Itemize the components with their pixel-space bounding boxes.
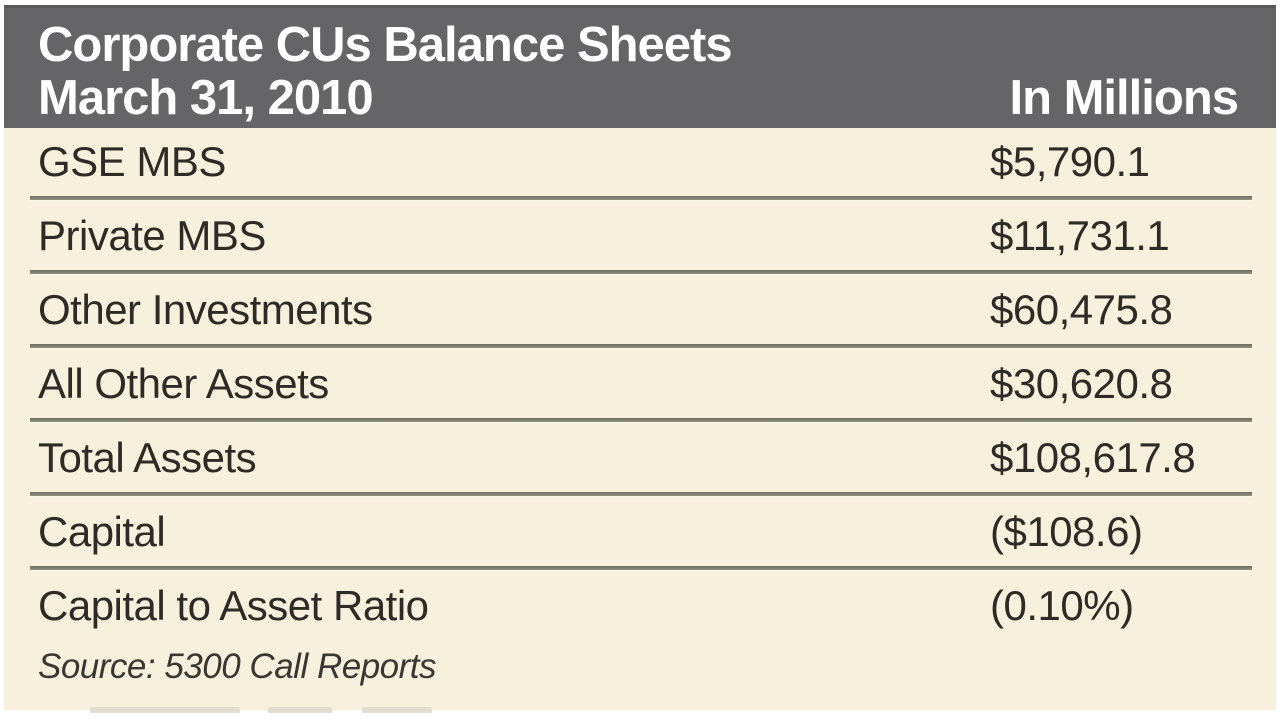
row-value: $30,620.8 (990, 360, 1173, 407)
table-body: GSE MBS $5,790.1 Private MBS $11,731.1 O… (4, 128, 1276, 710)
source-note: Source: 5300 Call Reports (38, 647, 437, 686)
row-divider (30, 196, 1252, 202)
row-divider (30, 566, 1252, 572)
row-divider (30, 492, 1252, 498)
cropped-artifact (90, 707, 240, 713)
row-value: $11,731.1 (990, 212, 1170, 259)
row-label: Capital to Asset Ratio (38, 582, 429, 629)
row-value: $5,790.1 (990, 138, 1150, 185)
table-header: Corporate CUs Balance Sheets March 31, 2… (4, 5, 1276, 128)
table-row: Capital to Asset Ratio (0.10%) (4, 572, 1276, 640)
table-row: Other Investments $60,475.8 (4, 276, 1276, 344)
row-divider (30, 418, 1252, 424)
table-row: All Other Assets $30,620.8 (4, 350, 1276, 418)
row-label: All Other Assets (38, 360, 329, 407)
row-divider (30, 344, 1252, 350)
row-value: (0.10%) (990, 582, 1134, 629)
row-label: GSE MBS (38, 138, 226, 185)
row-divider (30, 270, 1252, 276)
row-label: Total Assets (38, 434, 257, 481)
table-row: Total Assets $108,617.8 (4, 424, 1276, 492)
table-subtitle-row: March 31, 2010 In Millions (38, 71, 1239, 125)
table-panel: Corporate CUs Balance Sheets March 31, 2… (4, 5, 1276, 710)
row-label: Capital (38, 508, 166, 555)
cropped-artifact (362, 707, 432, 713)
row-value: $60,475.8 (990, 286, 1173, 333)
table-row: Private MBS $11,731.1 (4, 202, 1276, 270)
units-label: In Millions (1009, 71, 1239, 125)
row-value: $108,617.8 (990, 434, 1196, 481)
table-title: Corporate CUs Balance Sheets (38, 18, 733, 72)
row-value: ($108.6) (990, 508, 1143, 555)
row-label: Private MBS (38, 212, 266, 259)
cropped-artifact (268, 707, 332, 713)
row-label: Other Investments (38, 286, 373, 333)
table-row: GSE MBS $5,790.1 (4, 128, 1276, 196)
table-date: March 31, 2010 (38, 71, 374, 125)
table-row: Capital ($108.6) (4, 498, 1276, 566)
